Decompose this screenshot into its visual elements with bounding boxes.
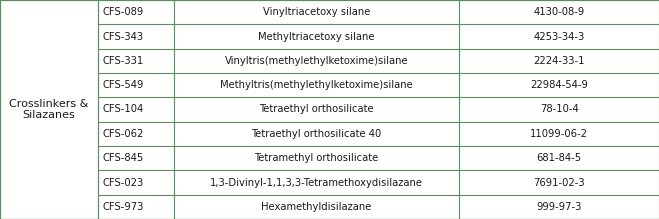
Text: CFS-104: CFS-104 (103, 104, 144, 115)
Text: Methyltris(methylethylketoxime)silane: Methyltris(methylethylketoxime)silane (220, 80, 413, 90)
Text: CFS-973: CFS-973 (103, 202, 144, 212)
Text: 7691-02-3: 7691-02-3 (533, 178, 585, 187)
Text: Vinyltriacetoxy silane: Vinyltriacetoxy silane (263, 7, 370, 17)
Text: CFS-845: CFS-845 (103, 153, 144, 163)
Text: Vinyltris(methylethylketoxime)silane: Vinyltris(methylethylketoxime)silane (225, 56, 409, 66)
Text: 681-84-5: 681-84-5 (536, 153, 582, 163)
Text: CFS-062: CFS-062 (103, 129, 144, 139)
Text: Tetraethyl orthosilicate 40: Tetraethyl orthosilicate 40 (252, 129, 382, 139)
Text: CFS-023: CFS-023 (103, 178, 144, 187)
Text: CFS-089: CFS-089 (103, 7, 144, 17)
Text: Tetramethyl orthosilicate: Tetramethyl orthosilicate (254, 153, 379, 163)
Text: Tetraethyl orthosilicate: Tetraethyl orthosilicate (260, 104, 374, 115)
Text: 78-10-4: 78-10-4 (540, 104, 579, 115)
Text: 4253-34-3: 4253-34-3 (534, 32, 585, 41)
Text: Methyltriacetoxy silane: Methyltriacetoxy silane (258, 32, 375, 41)
Text: 22984-54-9: 22984-54-9 (530, 80, 588, 90)
Text: 2224-33-1: 2224-33-1 (533, 56, 585, 66)
Text: Crosslinkers &
Silazanes: Crosslinkers & Silazanes (9, 99, 88, 120)
Text: 4130-08-9: 4130-08-9 (534, 7, 585, 17)
Text: CFS-549: CFS-549 (103, 80, 144, 90)
Text: CFS-343: CFS-343 (103, 32, 144, 41)
Text: Hexamethyldisilazane: Hexamethyldisilazane (262, 202, 372, 212)
Text: CFS-331: CFS-331 (103, 56, 144, 66)
Text: 11099-06-2: 11099-06-2 (530, 129, 588, 139)
Text: 999-97-3: 999-97-3 (536, 202, 582, 212)
Text: 1,3-Divinyl-1,1,3,3-Tetramethoxydisilazane: 1,3-Divinyl-1,1,3,3-Tetramethoxydisilaza… (210, 178, 423, 187)
